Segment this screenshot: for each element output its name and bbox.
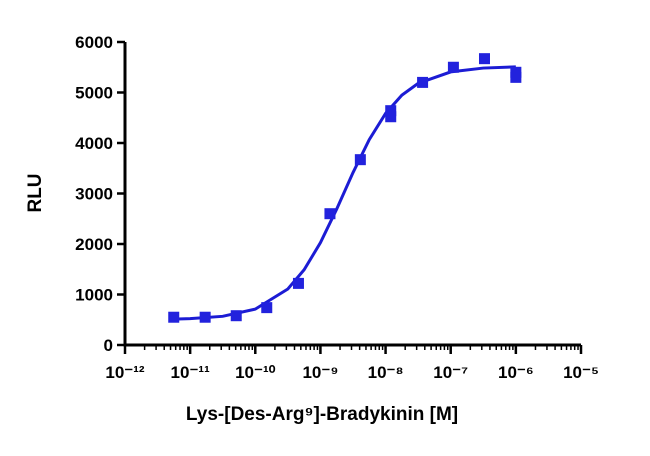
fit-curve — [173, 65, 516, 321]
data-point — [354, 154, 366, 166]
x-axis-label: Lys-[Des-Arg⁹]-Bradykinin [M] — [186, 404, 458, 425]
data-point — [324, 208, 336, 220]
data-point — [261, 302, 273, 314]
y-tick-label: 0 — [104, 336, 113, 355]
data-point — [510, 71, 522, 83]
data-point — [168, 311, 180, 323]
data-point — [199, 311, 211, 323]
y-tick-label: 2000 — [75, 235, 113, 254]
x-tick-label: 10⁻⁹ — [302, 363, 338, 382]
data-point — [478, 53, 490, 65]
data-point — [417, 76, 429, 88]
y-tick-label: 3000 — [75, 185, 113, 204]
x-tick-label: 10⁻¹¹ — [171, 363, 211, 382]
data-point — [230, 310, 242, 322]
data-point — [385, 111, 397, 123]
x-tick-label: 10⁻⁵ — [563, 363, 599, 382]
data-point — [447, 61, 459, 73]
x-tick-label: 10⁻⁸ — [368, 363, 404, 382]
x-tick-label: 10⁻⁷ — [433, 363, 468, 382]
x-tick-label: 10⁻⁶ — [498, 363, 534, 382]
y-tick-label: 6000 — [75, 33, 113, 52]
y-tick-label: 5000 — [75, 84, 113, 103]
x-tick-label: 10⁻¹² — [105, 363, 145, 382]
y-tick-label: 1000 — [75, 286, 113, 305]
data-point — [385, 105, 397, 117]
y-axis-label: RLU — [25, 173, 46, 212]
data-point — [292, 277, 304, 289]
x-tick-label: 10⁻¹⁰ — [235, 363, 276, 382]
y-tick-label: 4000 — [75, 134, 113, 153]
